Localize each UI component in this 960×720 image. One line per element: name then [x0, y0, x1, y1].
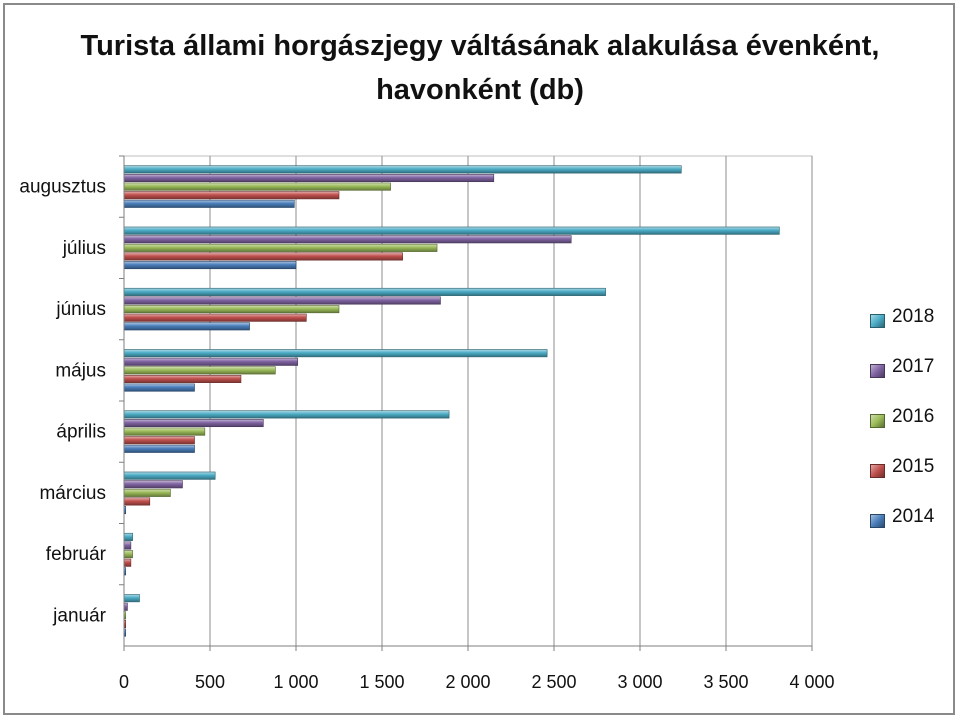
category-label: július — [62, 238, 106, 259]
x-tick-label: 3 500 — [703, 672, 748, 692]
legend-item-2017: 2017 — [866, 354, 952, 384]
x-tick-label: 4 000 — [789, 672, 834, 692]
category-label: január — [52, 605, 106, 626]
x-tick-label: 2 500 — [531, 672, 576, 692]
bar-2016-június — [123, 305, 340, 314]
bar-2018-július — [123, 226, 780, 235]
legend-label: 2014 — [892, 506, 935, 527]
bar-2014-augusztus — [123, 199, 295, 208]
category-label: augusztus — [19, 177, 106, 198]
bar-2015-február — [123, 558, 132, 567]
bar-2015-április — [123, 436, 195, 445]
bar-2018-január — [123, 594, 140, 603]
bar-2018-augusztus — [123, 165, 682, 174]
legend-label: 2017 — [892, 356, 935, 377]
bar-2018-június — [123, 287, 606, 296]
bar-2016-április — [123, 427, 206, 436]
bar-2017-március — [123, 480, 183, 489]
legend-item-2014: 2014 — [866, 504, 952, 534]
bar-2017-április — [123, 419, 264, 428]
category-label: június — [55, 299, 106, 320]
legend-item-2016: 2016 — [866, 404, 952, 434]
legend-swatch — [870, 464, 885, 478]
bar-2018-február — [123, 532, 133, 541]
bar-2015-július — [123, 252, 403, 261]
x-tick-label: 0 — [119, 672, 129, 692]
bar-2018-április — [123, 410, 450, 419]
legend-label: 2015 — [892, 456, 935, 477]
bar-2014-július — [123, 261, 297, 270]
bar-2017-augusztus — [123, 174, 495, 183]
legend-swatch — [870, 314, 885, 328]
chart-title-line-1: Turista állami horgászjegy váltásának al… — [80, 30, 880, 62]
bar-2016-július — [123, 243, 438, 252]
bar-2016-február — [123, 550, 133, 559]
legend-item-2015: 2015 — [866, 454, 952, 484]
category-label: március — [39, 483, 106, 504]
bar-2015-augusztus — [123, 191, 340, 200]
bar-2016-augusztus — [123, 182, 391, 191]
legend-swatch — [870, 414, 885, 428]
legend-item-2018: 2018 — [866, 304, 952, 334]
bar-2017-január — [123, 602, 128, 611]
bar-2014-június — [123, 322, 250, 331]
chart-title: Turista állami horgászjegy váltásának al… — [0, 24, 960, 112]
legend-label: 2016 — [892, 406, 935, 427]
legend-swatch — [870, 364, 885, 378]
category-label: április — [56, 422, 106, 443]
bar-2015-június — [123, 313, 307, 322]
bar-2018-május — [123, 349, 548, 358]
x-tick-label: 1 000 — [273, 672, 318, 692]
x-tick-label: 1 500 — [359, 672, 404, 692]
bar-2015-május — [123, 374, 242, 383]
category-label: február — [46, 544, 107, 565]
bar-2016-március — [123, 488, 171, 497]
bar-2015-március — [123, 497, 151, 506]
bar-2017-július — [123, 235, 572, 244]
bar-2017-február — [123, 541, 132, 550]
legend-swatch — [870, 514, 885, 528]
x-tick-label: 2 000 — [445, 672, 490, 692]
bar-2014-május — [123, 383, 195, 392]
chart-title-line-2: havonként (db) — [376, 74, 584, 106]
bar-2018-március — [123, 471, 216, 480]
category-label: május — [55, 360, 106, 381]
legend-label: 2018 — [892, 306, 935, 327]
bar-2016-május — [123, 366, 276, 375]
x-tick-label: 500 — [195, 672, 225, 692]
x-tick-label: 3 000 — [617, 672, 662, 692]
bar-2017-június — [123, 296, 441, 305]
bar-2017-május — [123, 357, 299, 366]
bar-2014-április — [123, 444, 195, 453]
